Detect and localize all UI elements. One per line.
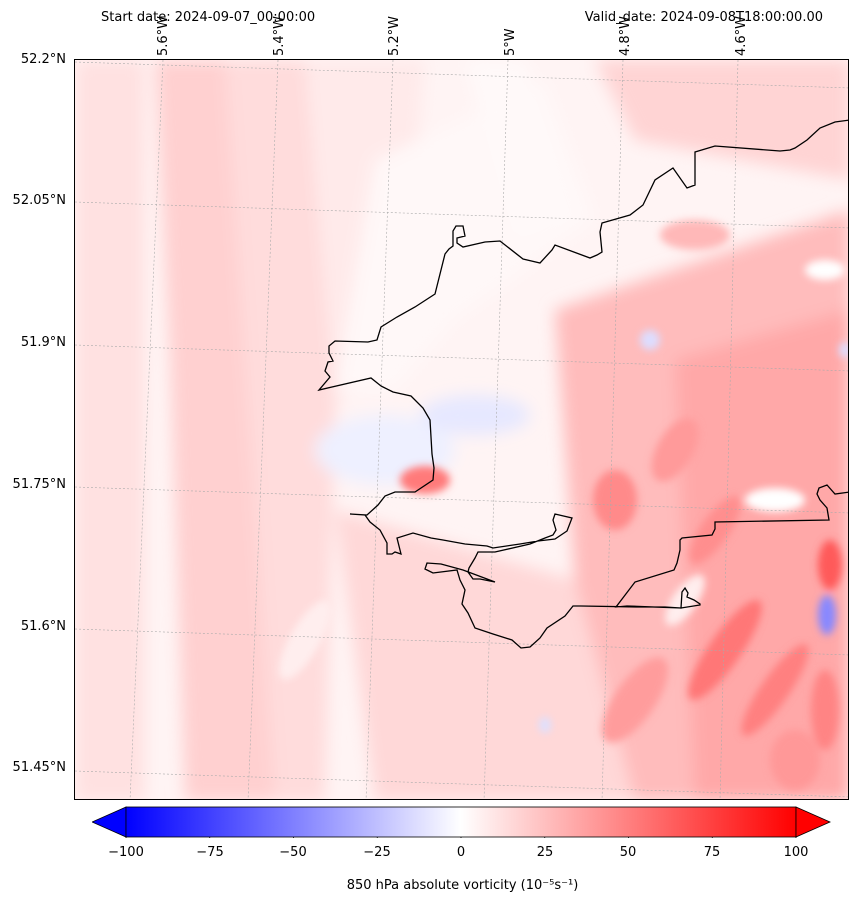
vorticity-field-detail bbox=[279, 220, 848, 790]
colorbar-tick: −50 bbox=[279, 845, 307, 860]
coastline bbox=[317, 119, 848, 649]
lon-label-5: 5°W bbox=[503, 28, 518, 56]
colorbar-tick: 100 bbox=[783, 845, 809, 860]
lat-label-51-6: 51.6°N bbox=[20, 619, 66, 634]
lat-label-51-9: 51.9°N bbox=[20, 335, 66, 350]
colorbar-tick: 25 bbox=[536, 845, 554, 860]
valid-date-label: Valid_date: 2024-09-08T18:00:00.00 bbox=[578, 7, 829, 29]
lon-label-5-6: 5.6°W bbox=[156, 15, 171, 56]
lat-label-51-45: 51.45°N bbox=[12, 760, 66, 775]
colorbar-tick: 0 bbox=[456, 845, 466, 860]
colorbar-tick: −100 bbox=[108, 845, 144, 860]
map-panel bbox=[74, 59, 849, 800]
colorbar-min-arrow bbox=[92, 806, 127, 838]
colorbar-tick: −25 bbox=[363, 845, 391, 860]
lon-label-5-4: 5.4°W bbox=[272, 15, 287, 56]
start-date-label: Start date: 2024-09-07_00:00:00 bbox=[95, 7, 322, 29]
lat-label-52-05: 52.05°N bbox=[12, 193, 66, 208]
colorbar-max-arrow bbox=[795, 806, 831, 838]
colorbar-tick: 50 bbox=[619, 845, 637, 860]
colorbar-tick: 75 bbox=[703, 845, 721, 860]
colorbar-title: 850 hPa absolute vorticity (10⁻⁵s⁻¹) bbox=[346, 878, 579, 893]
lon-label-4-8: 4.8°W bbox=[618, 15, 633, 56]
vorticity-map bbox=[75, 60, 848, 799]
colorbar bbox=[92, 806, 831, 838]
colorbar-tick: −75 bbox=[196, 845, 224, 860]
lon-label-4-6: 4.6°W bbox=[734, 15, 749, 56]
colorbar-gradient bbox=[125, 806, 797, 838]
lat-label-51-75: 51.75°N bbox=[12, 477, 66, 492]
lat-label-52-2: 52.2°N bbox=[20, 52, 66, 67]
lon-label-5-2: 5.2°W bbox=[387, 15, 402, 56]
graticule bbox=[75, 60, 848, 799]
